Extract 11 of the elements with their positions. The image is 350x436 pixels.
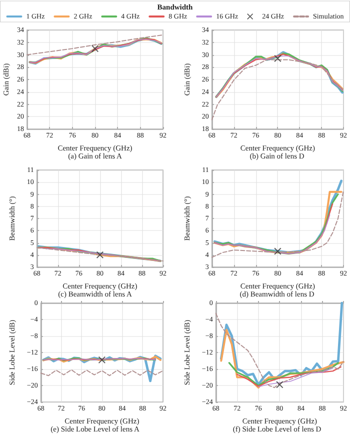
line-series [220,302,344,386]
line-series [42,354,162,382]
line-series [236,366,342,387]
line-series [220,328,344,389]
line-series [214,214,330,254]
line-series [228,362,339,386]
line-series [214,203,334,254]
line-series [26,34,164,56]
line-series [215,312,344,388]
line-series [258,368,334,388]
line-series [213,180,343,254]
